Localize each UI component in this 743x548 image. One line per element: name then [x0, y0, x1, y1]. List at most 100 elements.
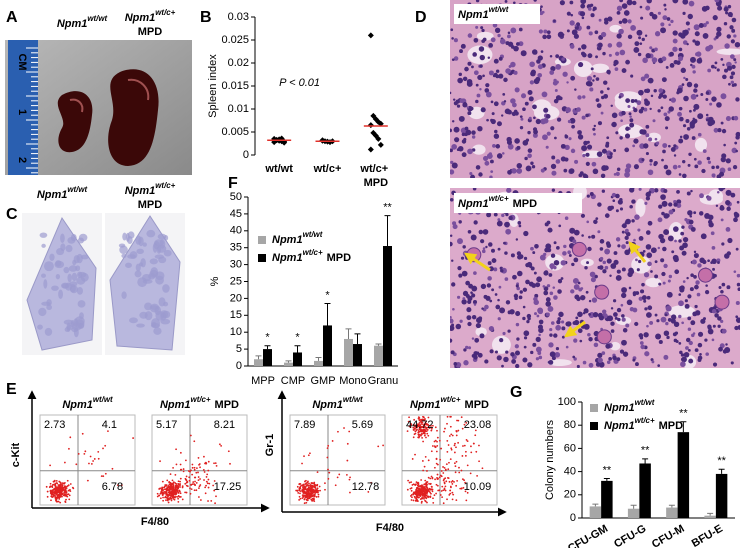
nucleus	[613, 312, 618, 317]
nucleus	[619, 49, 626, 56]
nucleus	[581, 145, 588, 152]
nucleus	[685, 77, 689, 81]
event-dot	[58, 480, 61, 483]
nucleus	[664, 116, 670, 122]
nucleus	[720, 289, 724, 294]
nucleus	[470, 234, 477, 241]
error-bar	[375, 343, 382, 346]
nucleus	[450, 169, 455, 175]
nucleus	[625, 163, 632, 169]
nucleus	[564, 134, 568, 137]
nucleus	[490, 159, 494, 164]
event-dot	[77, 452, 80, 455]
nucleus	[602, 260, 607, 265]
event-dot	[307, 491, 310, 494]
event-dot	[434, 478, 436, 481]
event-dot	[175, 493, 177, 496]
nucleus	[519, 115, 523, 119]
nucleus	[697, 355, 703, 361]
event-dot	[313, 481, 316, 484]
nucleus	[530, 161, 534, 165]
nucleus	[644, 201, 648, 205]
event-dot	[187, 470, 190, 472]
event-dot	[310, 488, 313, 491]
label-sup: wt/c+	[489, 194, 509, 203]
bar	[383, 246, 392, 366]
nucleus	[585, 290, 589, 294]
event-dot	[432, 501, 435, 504]
nucleus	[454, 137, 460, 143]
nucleus	[722, 188, 726, 190]
event-dot	[175, 486, 178, 489]
nucleus	[672, 254, 679, 261]
nucleus	[581, 44, 587, 50]
event-dot	[177, 495, 180, 497]
event-dot	[464, 481, 467, 484]
nucleus	[602, 269, 607, 274]
nucleus	[697, 132, 702, 137]
event-dot	[457, 441, 460, 444]
x-tick-label: Mono	[339, 375, 367, 387]
nucleus	[734, 61, 737, 64]
nucleus	[633, 47, 640, 53]
y-tick-label: 20	[230, 292, 242, 304]
event-dot	[457, 429, 460, 432]
nucleus	[663, 164, 669, 170]
event-dot	[414, 424, 417, 427]
nucleus	[615, 131, 619, 135]
nucleus	[553, 295, 558, 300]
nucleus	[573, 229, 580, 236]
nucleus	[629, 122, 635, 128]
nucleus	[542, 34, 547, 40]
event-dot	[423, 489, 426, 492]
nucleus	[686, 42, 689, 46]
event-dot	[174, 484, 177, 487]
nucleus	[567, 119, 572, 124]
legend-label: Npm1wt/c+ MPD	[604, 416, 683, 432]
nucleus	[564, 216, 569, 220]
nucleus	[553, 259, 560, 266]
nucleus	[714, 313, 719, 318]
event-dot	[456, 419, 458, 422]
tissue-spot	[38, 307, 47, 317]
event-dot	[327, 477, 330, 480]
error-bar	[264, 345, 271, 350]
event-dot	[443, 430, 445, 433]
y-tick-label: 10	[230, 326, 242, 338]
nucleus	[668, 144, 671, 148]
nucleus	[667, 279, 671, 283]
nucleus	[683, 76, 686, 80]
nucleus	[633, 164, 639, 170]
tissue-spot	[78, 233, 88, 242]
nucleus	[493, 133, 500, 139]
nucleus	[557, 317, 561, 321]
nucleus	[534, 312, 537, 316]
nucleus	[710, 261, 713, 264]
event-dot	[414, 453, 416, 456]
event-dot	[408, 481, 411, 484]
tissue-spot	[64, 327, 70, 332]
tissue-spot	[67, 273, 72, 283]
nucleus	[551, 188, 556, 192]
tissue-spot	[55, 273, 61, 280]
nucleus	[687, 327, 692, 331]
nucleus	[507, 329, 511, 333]
nucleus	[543, 290, 549, 296]
event-dot	[425, 430, 428, 433]
nucleus	[501, 213, 505, 218]
quadrant-value: 17.25	[214, 481, 242, 493]
nucleus	[680, 231, 685, 236]
event-dot	[424, 433, 426, 435]
nucleus	[621, 314, 625, 318]
pale-area	[618, 124, 644, 139]
nucleus	[583, 308, 589, 314]
event-dot	[442, 502, 445, 505]
nucleus	[640, 16, 644, 20]
label-text: Npm1	[37, 189, 68, 201]
event-dot	[455, 484, 458, 487]
nucleus	[527, 148, 533, 153]
event-dot	[436, 429, 438, 432]
event-dot	[97, 457, 100, 460]
event-dot	[185, 491, 188, 494]
nucleus	[590, 67, 594, 71]
